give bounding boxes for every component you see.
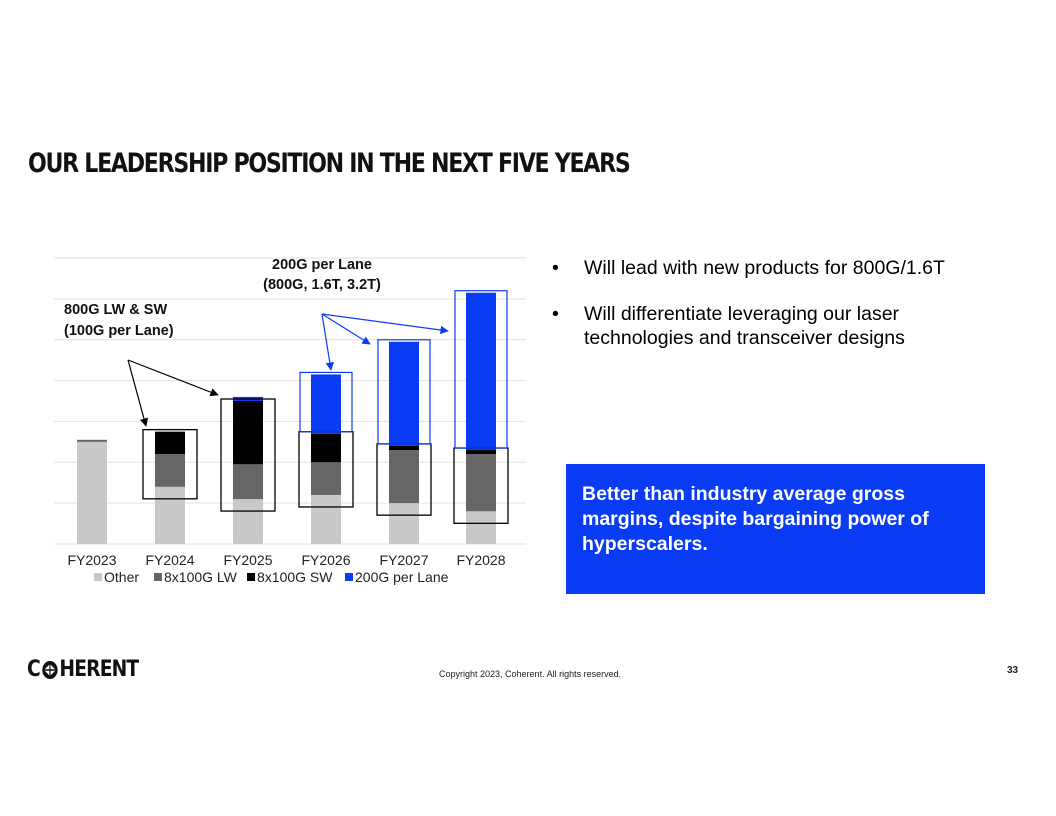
bullet-dot: • [552, 303, 559, 325]
bar-8x100g-lw-fy2027 [389, 450, 419, 504]
highlight-boxes [142, 290, 509, 524]
legend-swatch [345, 573, 353, 581]
bar-8x100g-lw-fy2025 [233, 464, 263, 500]
annotation-200g-line: (800G, 1.6T, 3.2T) [263, 277, 381, 293]
bar-series [77, 292, 496, 544]
bar-other-fy2023 [77, 441, 107, 544]
box-200g-fy2028 [454, 290, 508, 449]
legend-swatch [247, 573, 255, 581]
bullet-list: • Will lead with new products for 800G/1… [552, 256, 972, 372]
bullet-text: Will differentiate leveraging our laser … [584, 303, 905, 349]
bar-8x100g-sw-fy2024 [155, 431, 185, 455]
arrow-to-fy2028 [321, 313, 449, 335]
box-200g-fy2027 [377, 339, 431, 445]
bar-other-fy2025 [233, 499, 263, 544]
annotation-arrows [127, 313, 449, 427]
x-tick-label: FY2023 [67, 552, 116, 568]
bar-8x100g-sw-fy2028 [466, 450, 496, 455]
bar-other-fy2026 [311, 494, 341, 544]
logo-letter: C [27, 657, 41, 682]
bullet-text: Will lead with new products for 800G/1.6… [584, 257, 945, 279]
arrow-to-fy2026 [321, 313, 334, 371]
globe-icon [42, 660, 58, 679]
bar-200g-per-lane-fy2027 [389, 341, 419, 446]
coherent-logo: C HERENT [27, 657, 139, 682]
legend-label: 8x100G LW [164, 569, 238, 585]
box-200g-fy2026 [299, 371, 353, 433]
annotation-800g-line: (100G per Lane) [64, 323, 174, 339]
bar-8x100g-sw-fy2027 [389, 445, 419, 451]
x-axis-tick-labels: FY2023 FY2024 FY2025 FY2026 FY2027 FY2028 [67, 552, 505, 568]
bar-8x100g-lw-fy2024 [155, 454, 185, 487]
x-tick-label: FY2024 [145, 552, 194, 568]
callout-text: Better than industry average gross margi… [582, 483, 929, 555]
gridlines [54, 257, 526, 545]
copyright-notice: Copyright 2023, Coherent. All rights res… [439, 669, 622, 679]
bar-other-fy2027 [389, 503, 419, 544]
arrow-to-fy2025 [127, 359, 219, 397]
bullet-dot: • [552, 257, 559, 279]
legend-label: 200G per Lane [355, 569, 449, 585]
bar-200g-per-lane-fy2028 [466, 292, 496, 451]
bar-200g-per-lane-fy2026 [311, 374, 341, 434]
bar-8x100g-sw-fy2025 [233, 401, 263, 465]
bar-other-fy2028 [466, 511, 496, 544]
chart-annotations: 800G LW & SW (100G per Lane) 200G per Lane… [64, 257, 381, 339]
legend-label: Other [104, 569, 139, 585]
x-tick-label: FY2026 [301, 552, 350, 568]
arrow-to-fy2027 [321, 313, 371, 345]
bar-8x100g-lw-fy2028 [466, 454, 496, 512]
bullet-item: • Will differentiate leveraging our lase… [552, 302, 972, 350]
legend-swatch [154, 573, 162, 581]
page-number: 33 [1007, 665, 1019, 676]
box-800g-fy2024 [142, 428, 198, 500]
bar-8x100g-lw-fy2026 [311, 462, 341, 495]
arrow-to-fy2024 [127, 359, 149, 427]
x-tick-label: FY2025 [223, 552, 272, 568]
annotation-800g-line: 800G LW & SW [64, 302, 167, 318]
logo-text: HERENT [59, 657, 139, 682]
bar-8x100g-sw-fy2026 [311, 433, 341, 463]
bar-8x100g-lw-fy2023 [77, 439, 107, 442]
legend: Other 8x100G LW 8x100G SW 200G per Lane [94, 569, 449, 585]
callout-box: Better than industry average gross margi… [566, 464, 985, 594]
box-800g-fy2025 [220, 398, 276, 512]
legend-label: 8x100G SW [257, 569, 333, 585]
x-tick-label: FY2028 [456, 552, 505, 568]
annotation-200g-line: 200G per Lane [272, 257, 372, 273]
x-tick-label: FY2027 [379, 552, 428, 568]
bullet-item: • Will lead with new products for 800G/1… [552, 256, 972, 280]
bar-other-fy2024 [155, 486, 185, 544]
legend-swatch [94, 573, 102, 581]
slide-title: OUR LEADERSHIP POSITION IN THE NEXT FIVE… [28, 148, 631, 179]
